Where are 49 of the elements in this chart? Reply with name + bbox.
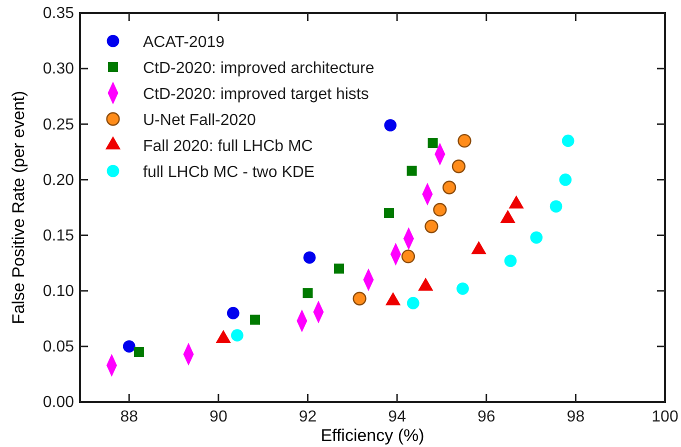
point bbox=[406, 296, 420, 310]
point bbox=[334, 264, 344, 274]
point bbox=[401, 250, 416, 264]
point bbox=[530, 231, 543, 244]
x-tick-label: 98 bbox=[566, 408, 585, 426]
legend-label: full LHCb MC - two KDE bbox=[143, 164, 315, 181]
legend-label: Fall 2020: full LHCb MC bbox=[143, 138, 313, 155]
point bbox=[303, 251, 316, 264]
x-tick-label: 92 bbox=[298, 408, 317, 426]
legend-label: U-Net Fall-2020 bbox=[143, 112, 256, 129]
point bbox=[428, 138, 438, 148]
point bbox=[384, 208, 394, 218]
x-tick-label: 96 bbox=[477, 408, 496, 426]
y-tick-label: 0.15 bbox=[42, 227, 74, 244]
point bbox=[352, 292, 366, 306]
point bbox=[562, 134, 574, 147]
y-tick-label: 0.35 bbox=[42, 5, 74, 22]
point bbox=[424, 220, 438, 234]
legend-label: CtD-2020: improved target hists bbox=[143, 86, 369, 103]
point bbox=[134, 346, 144, 357]
point bbox=[559, 174, 572, 186]
point bbox=[302, 288, 313, 298]
point bbox=[550, 200, 562, 213]
point bbox=[122, 340, 136, 353]
point bbox=[458, 134, 472, 148]
y-tick-label: 0.10 bbox=[42, 282, 74, 300]
x-tick-label: 88 bbox=[120, 408, 138, 426]
point bbox=[406, 166, 417, 176]
y-axis-title: False Positive Rate (per event) bbox=[9, 90, 28, 324]
x-tick-label: 94 bbox=[388, 408, 406, 426]
y-tick-label: 0.25 bbox=[42, 116, 74, 134]
legend-label: CtD-2020: improved architecture bbox=[143, 60, 374, 77]
point bbox=[442, 180, 456, 194]
y-tick-label: 0.00 bbox=[42, 394, 74, 412]
point bbox=[231, 329, 244, 342]
x-tick-label: 90 bbox=[210, 408, 228, 426]
legend-label: ACAT-2019 bbox=[143, 34, 225, 51]
point bbox=[504, 254, 517, 268]
y-tick-label: 0.05 bbox=[42, 338, 74, 356]
point bbox=[452, 160, 466, 174]
point bbox=[250, 314, 260, 325]
point bbox=[226, 306, 240, 320]
x-axis-title: Efficiency (%) bbox=[320, 426, 424, 445]
point bbox=[456, 282, 469, 295]
point bbox=[384, 119, 397, 132]
point bbox=[433, 202, 447, 217]
x-tick-label: 100 bbox=[652, 408, 678, 426]
y-tick-label: 0.30 bbox=[42, 60, 74, 78]
y-tick-label: 0.20 bbox=[42, 172, 74, 189]
